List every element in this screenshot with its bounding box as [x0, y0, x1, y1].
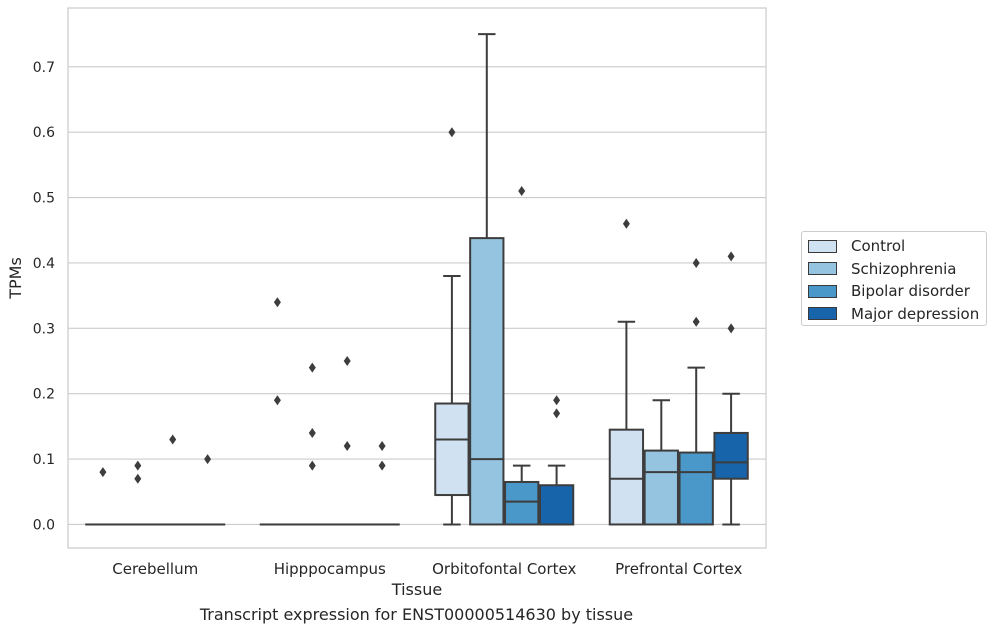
boxes-layer: [85, 33, 749, 526]
box-group: [294, 362, 330, 526]
outlier-marker: [308, 460, 316, 471]
outlier-marker: [553, 408, 561, 419]
box: [678, 451, 714, 526]
box: [469, 237, 505, 526]
outlier-marker: [308, 427, 316, 438]
outlier-marker: [343, 441, 351, 452]
y-tick-label: 0.2: [33, 387, 55, 403]
outlier-marker: [204, 454, 212, 465]
outlier-marker: [169, 434, 177, 445]
box-group: [504, 186, 540, 526]
outlier-marker: [273, 297, 281, 308]
outlier-marker: [692, 316, 700, 327]
x-tick-labels: Cerebellum Hipppocampus Orbitofontal Corte…: [112, 560, 742, 578]
legend-swatch: [808, 262, 837, 276]
box-group: [120, 460, 156, 526]
legend-label: Schizophrenia: [851, 259, 957, 278]
legend-label: Control: [851, 237, 906, 256]
outlier-marker: [553, 395, 561, 406]
y-tick-label: 0.3: [33, 321, 55, 337]
outlier-marker: [692, 257, 700, 268]
legend-item: Major depression: [808, 303, 986, 326]
legend-item: Control: [808, 235, 986, 258]
box-group: [469, 33, 505, 526]
x-tick-label: Orbitofontal Cortex: [432, 560, 576, 578]
box-group: [608, 218, 645, 526]
y-axis-label: TPMs: [6, 257, 25, 300]
plot-frame: [67, 7, 767, 549]
x-axis-label: Tissue: [391, 580, 442, 599]
box-group: [329, 356, 365, 526]
box-group: [189, 454, 226, 526]
box-group: [155, 434, 191, 526]
outlier-marker: [273, 395, 281, 406]
y-tick-label: 0.1: [33, 452, 55, 468]
box: [504, 480, 540, 526]
outlier-marker: [518, 186, 526, 197]
box-group: [678, 257, 714, 526]
x-tick-label: Cerebellum: [112, 560, 198, 578]
y-tick-label: 0.5: [33, 191, 55, 207]
box-group: [538, 395, 575, 526]
legend-label: Bipolar disorder: [851, 282, 970, 301]
outlier-marker: [622, 218, 630, 229]
outlier-marker: [134, 473, 142, 484]
box-group: [259, 297, 296, 526]
y-tick-label: 0.6: [33, 125, 55, 141]
outlier-marker: [99, 467, 107, 478]
outlier-marker: [343, 356, 351, 367]
legend-swatch: [808, 284, 837, 298]
outlier-marker: [134, 460, 142, 471]
box-group: [364, 441, 400, 526]
legend-item: Schizophrenia: [808, 258, 986, 281]
box: [643, 449, 679, 526]
box: [434, 402, 470, 497]
box-group: [713, 251, 749, 526]
figure-caption: Transcript expression for ENST0000051463…: [199, 605, 634, 624]
box-group: [643, 399, 679, 526]
legend: Control Schizophrenia Bipolar disorder Majo…: [801, 231, 987, 326]
y-tick-label: 0.0: [33, 517, 55, 533]
outlier-marker: [378, 441, 386, 452]
box: [713, 431, 749, 480]
outlier-marker: [308, 362, 316, 373]
legend-swatch: [808, 307, 837, 321]
y-tick-label: 0.7: [33, 60, 55, 76]
box-group: [85, 467, 121, 526]
legend-item: Bipolar disorder: [808, 280, 986, 303]
y-tick-labels: 0.0 0.1 0.2 0.3 0.4 0.5 0.6 0.7: [33, 60, 55, 534]
box: [608, 428, 645, 526]
x-tick-label: Hipppocampus: [274, 560, 386, 578]
outlier-marker: [448, 127, 456, 138]
box-group: [434, 127, 470, 526]
outlier-marker: [727, 251, 735, 262]
box: [538, 484, 575, 526]
legend-swatch: [808, 239, 837, 253]
x-tick-label: Prefrontal Cortex: [615, 560, 742, 578]
outlier-marker: [378, 460, 386, 471]
legend-label: Major depression: [851, 304, 980, 323]
y-tick-label: 0.4: [33, 256, 55, 272]
outlier-marker: [727, 323, 735, 334]
